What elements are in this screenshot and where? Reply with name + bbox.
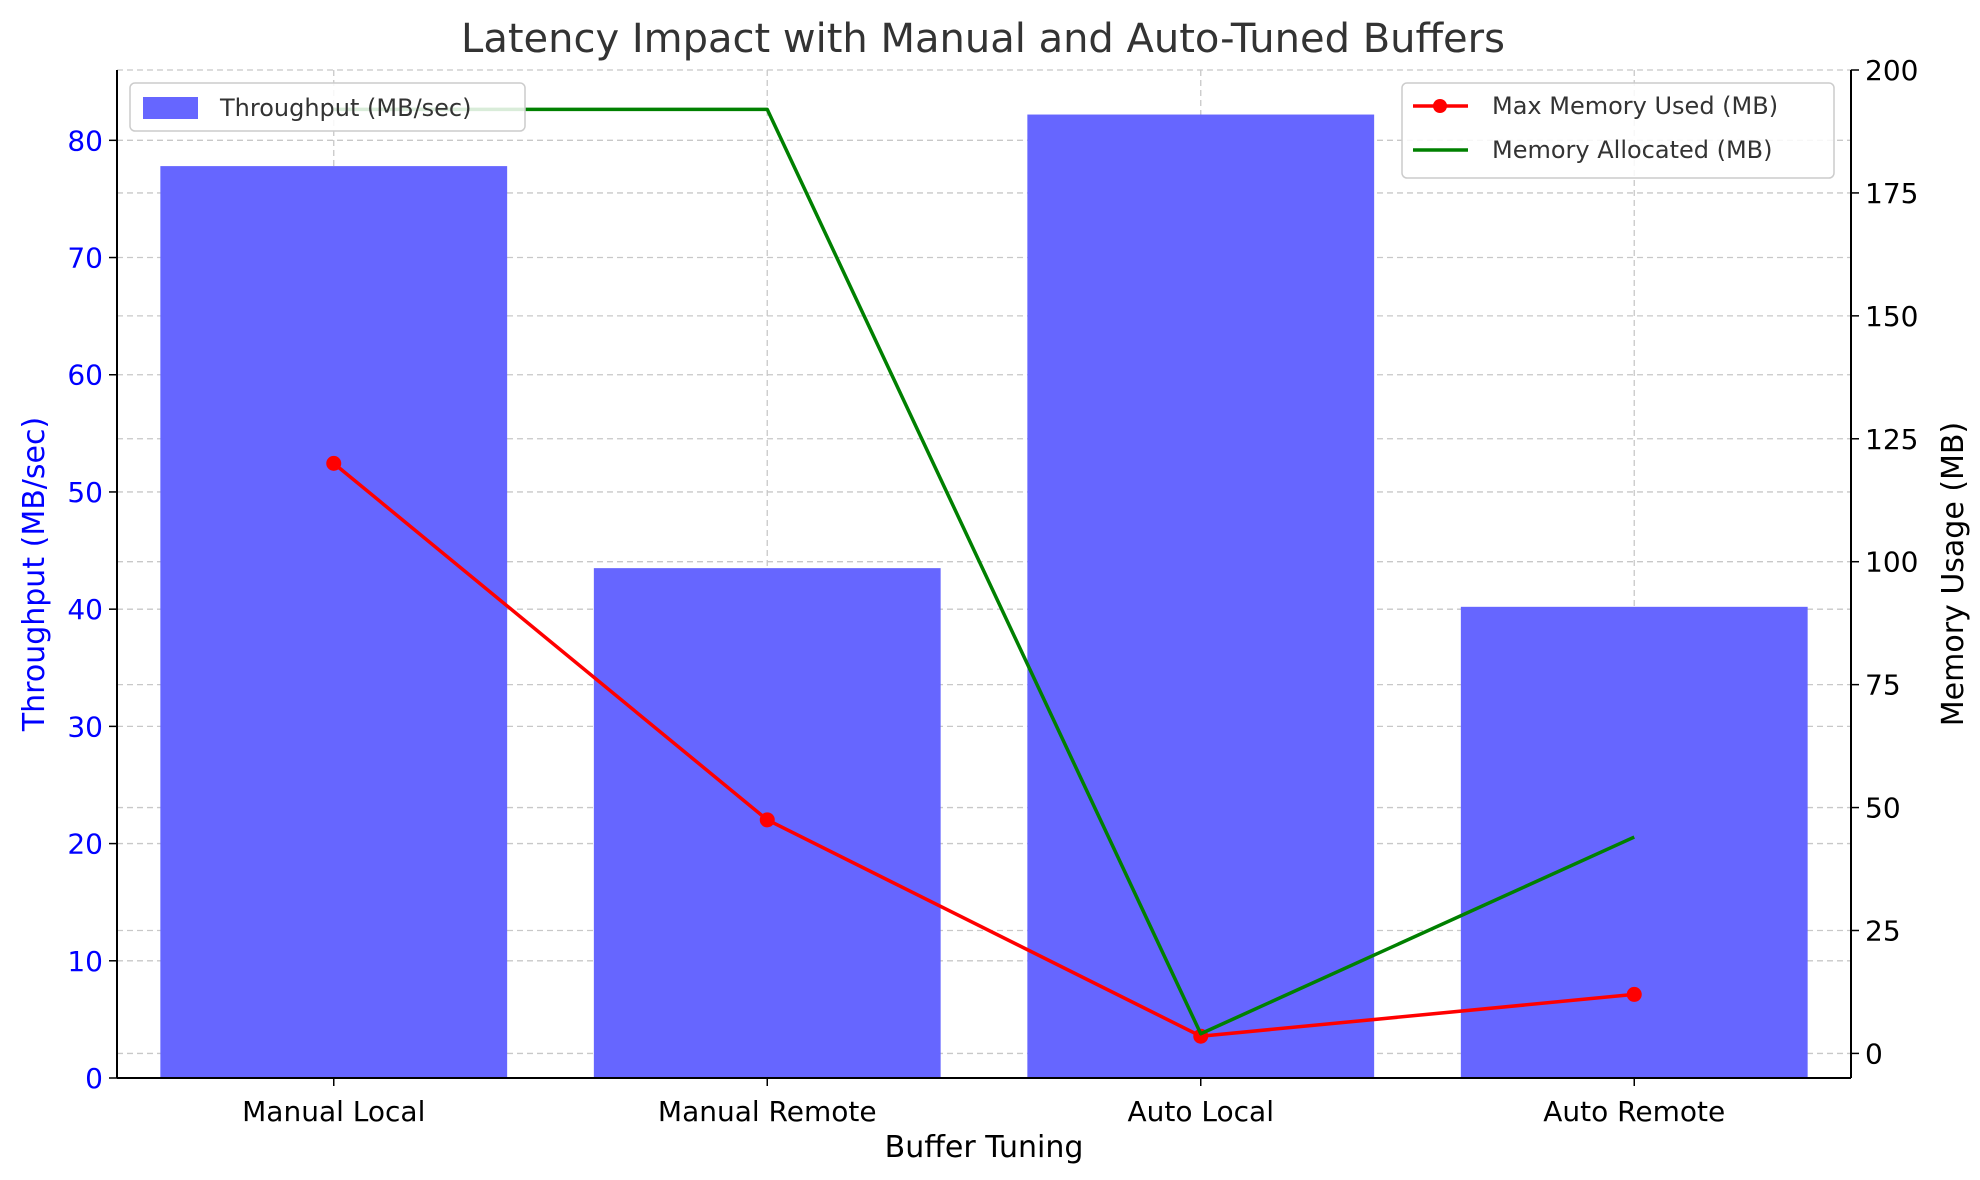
legend-label-throughput: Throughput (MB/sec) (219, 94, 471, 122)
legend-left-box (129, 82, 526, 132)
y-tick-label-right: 125 (1865, 423, 1918, 456)
legend-label-memory-allocated-mb: Memory Allocated (MB) (1492, 136, 1773, 164)
point-max-memory-used-mb[interactable] (1626, 986, 1642, 1002)
x-tick-label: Auto Remote (1543, 1095, 1725, 1128)
y-tick-label-right: 150 (1865, 300, 1918, 333)
y-tick-label-right: 200 (1865, 54, 1918, 87)
legend-swatch-throughput (143, 97, 198, 119)
y-tick-label-right: 25 (1865, 914, 1901, 947)
x-tick-label: Auto Local (1128, 1095, 1274, 1128)
legend-right-box (1401, 82, 1835, 179)
y-tick-label-left: 40 (67, 593, 103, 626)
y-tick-label-left: 30 (67, 710, 103, 743)
y-tick-label-left: 60 (67, 359, 103, 392)
y-tick-label-left: 70 (67, 242, 103, 275)
legend-marker-max-memory-used-mb (1433, 99, 1447, 113)
y-tick-label-left: 20 (67, 828, 103, 861)
y-axis-right-title: Memory Usage (MB) (1936, 422, 1971, 726)
y-tick-label-right: 75 (1865, 669, 1901, 702)
bar-manual-local[interactable] (160, 166, 508, 1078)
x-tick-label: Manual Local (242, 1095, 425, 1128)
x-tick-label: Manual Remote (658, 1095, 877, 1128)
y-tick-label-left: 10 (67, 945, 103, 978)
point-max-memory-used-mb[interactable] (326, 455, 342, 471)
y-tick-label-left: 80 (67, 124, 103, 157)
y-tick-label-right: 0 (1865, 1037, 1883, 1070)
chart-title: Latency Impact with Manual and Auto-Tune… (461, 16, 1505, 62)
point-max-memory-used-mb[interactable] (759, 812, 775, 828)
line-memory-allocated-mb (333, 107, 1635, 1036)
y-tick-label-right: 175 (1865, 177, 1918, 210)
bar-auto-local[interactable] (1027, 114, 1375, 1078)
legend-label-max-memory-used-mb: Max Memory Used (MB) (1492, 92, 1778, 120)
y-axis-left-title: Throughput (MB/sec) (17, 417, 52, 732)
y-tick-label-left: 50 (67, 476, 103, 509)
y-tick-label-right: 100 (1865, 546, 1918, 579)
y-tick-label-right: 50 (1865, 792, 1901, 825)
y-tick-label-left: 0 (85, 1062, 103, 1095)
line-max-memory-used-mb (332, 462, 1635, 1038)
x-axis-title: Buffer Tuning (885, 1130, 1084, 1165)
